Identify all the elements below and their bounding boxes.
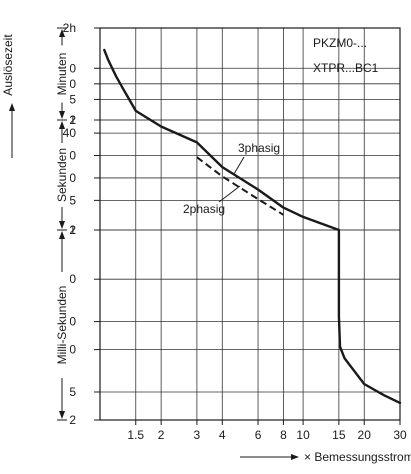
x-tick-label: 2 <box>158 428 165 442</box>
series-label-2phasig: 2phasig <box>183 202 225 216</box>
section-label: Milli-Sekunden <box>55 286 69 365</box>
x-tick-label: 15 <box>332 428 346 442</box>
y-tick-label: 5 <box>69 193 76 207</box>
x-tick-label: 30 <box>393 428 407 442</box>
legend-line-1: PKZM0-... <box>313 36 367 50</box>
x-tick-label: 4 <box>219 428 226 442</box>
legend-line-2: XTPR...BC1 <box>313 61 379 75</box>
x-tick-label: 3 <box>194 428 201 442</box>
grid-lines <box>94 28 400 425</box>
y-tick-label: 5 <box>69 92 76 106</box>
section-arrow-up <box>59 231 65 239</box>
y-tick-label: 5 <box>69 385 76 399</box>
y-tick-label: 1 <box>69 113 76 127</box>
x-tick-label: 8 <box>280 428 287 442</box>
x-tick-label: 1.5 <box>127 428 144 442</box>
y-axis-title: Auslösezeit <box>1 34 15 96</box>
y-section-markers: Minuten Sekunden Milli-Sekunden <box>54 28 70 420</box>
x-tick-label: 6 <box>255 428 262 442</box>
x-tick-label: 10 <box>296 428 310 442</box>
x-axis-arrow-head <box>291 454 299 460</box>
section-arrow-down <box>59 411 65 419</box>
x-tick-label: 20 <box>358 428 372 442</box>
plot-frame <box>100 28 400 420</box>
y-axis-arrow-head <box>9 103 15 111</box>
y-tick-label: 1 <box>69 223 76 237</box>
series-label-3phasig: 3phasig <box>238 141 280 155</box>
section-arrow-up <box>59 121 65 129</box>
series-pointer-3phasig <box>234 157 244 174</box>
section-arrow-down <box>59 221 65 229</box>
section-label: Minuten <box>55 53 69 96</box>
section-label: Sekunden <box>55 148 69 202</box>
y-tick-label: 2 <box>69 413 76 427</box>
section-arrow-down <box>59 111 65 119</box>
x-axis-title: × Bemessungsstrom <box>304 450 411 464</box>
